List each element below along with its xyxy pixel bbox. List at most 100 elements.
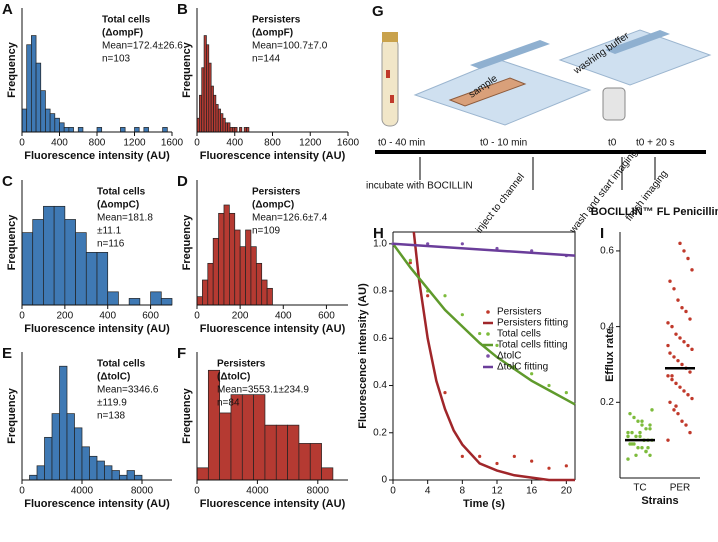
bar: [54, 117, 60, 133]
legend-swatch: [486, 332, 490, 336]
point: [682, 249, 686, 253]
panel-label: C: [2, 173, 13, 190]
bar: [107, 291, 119, 306]
x-tick-label: 200: [232, 311, 249, 322]
annotation: Mean=172.4±26.6: [102, 41, 183, 52]
bar: [63, 127, 70, 133]
point: [670, 377, 674, 382]
legend-label: Total cells: [497, 329, 541, 340]
time-label: t0 - 10 min: [480, 138, 527, 149]
panel-label: D: [177, 173, 188, 190]
bar: [59, 122, 65, 133]
time-label: t0: [608, 138, 617, 149]
x-tick-label: 0: [194, 486, 200, 497]
bar: [53, 205, 66, 306]
bar: [201, 67, 205, 133]
panel-label: F: [177, 345, 186, 362]
point: [690, 396, 694, 401]
cell-icon: [390, 95, 394, 103]
panel-label: B: [177, 1, 188, 18]
x-axis-label: Strains: [641, 495, 678, 507]
point: [674, 404, 678, 408]
point: [686, 393, 690, 397]
bar: [44, 436, 53, 481]
point: [680, 305, 684, 310]
point: [666, 343, 670, 348]
y-axis-label: Frequency: [181, 41, 193, 98]
bar: [196, 296, 203, 306]
point: [682, 389, 686, 393]
channel: [470, 40, 550, 69]
bar: [255, 262, 263, 306]
x-tick-label: 0: [194, 311, 200, 322]
step-label: incubate with BOCILLIN: [366, 181, 473, 192]
point: [684, 423, 688, 427]
point: [495, 461, 499, 466]
point: [630, 430, 634, 435]
objective: [602, 87, 626, 121]
point: [478, 454, 482, 458]
point: [690, 268, 694, 272]
point: [408, 258, 412, 262]
bar: [218, 212, 225, 306]
point: [632, 415, 636, 420]
point: [636, 419, 640, 423]
point: [638, 434, 642, 439]
chip: [558, 29, 712, 86]
point: [666, 321, 670, 325]
x-tick-label: 8: [460, 486, 466, 497]
point: [460, 313, 464, 317]
bar: [128, 298, 141, 306]
point: [648, 423, 652, 427]
point: [648, 453, 652, 457]
annotation: (ΔtolC): [97, 372, 130, 383]
bar: [206, 44, 210, 133]
x-tick-label: 20: [561, 486, 573, 497]
y-axis-label: Frequency: [6, 41, 18, 98]
point: [676, 358, 680, 363]
y-tick-label: 0.2: [373, 427, 387, 438]
bar: [36, 465, 45, 481]
x-axis-label: Fluorescence intensity (AU): [200, 498, 346, 510]
bar: [126, 470, 135, 481]
point: [547, 466, 551, 470]
annotation: n=144: [252, 54, 281, 65]
y-axis-label: Frequency: [6, 214, 18, 271]
bar: [160, 298, 173, 306]
y-tick-label: 1.0: [373, 238, 387, 249]
annotation: n=84: [217, 398, 240, 409]
bar: [275, 424, 288, 481]
bar: [21, 232, 34, 306]
x-axis-label: Fluorescence intensity (AU): [24, 498, 170, 510]
x-axis-label: Time (s): [463, 498, 505, 510]
point: [678, 385, 682, 389]
x-tick-label: TC: [633, 483, 646, 494]
x-tick-label: 8000: [131, 486, 154, 497]
point: [530, 372, 534, 376]
panel-label: I: [600, 225, 604, 242]
annotation: Total cells: [102, 15, 151, 26]
channel: [448, 77, 527, 107]
annotation: Mean=3553.1±234.9: [217, 385, 309, 396]
point: [666, 438, 670, 442]
point: [688, 430, 692, 435]
point: [684, 309, 688, 314]
annotation: (ΔompF): [102, 28, 143, 39]
annotation: (ΔompF): [252, 28, 293, 39]
time-label: t0 + 20 s: [636, 138, 675, 149]
point: [564, 464, 568, 468]
point: [674, 381, 678, 386]
annotation: (ΔompC): [97, 200, 139, 211]
x-tick-label: 0: [19, 138, 25, 149]
annotation: (ΔtolC): [217, 372, 250, 383]
point: [628, 411, 632, 416]
x-tick-label: 1600: [161, 138, 184, 149]
bar: [45, 108, 51, 133]
point: [648, 427, 652, 431]
point: [640, 423, 644, 427]
point: [443, 294, 447, 298]
point: [495, 343, 499, 347]
bar: [202, 279, 209, 306]
y-axis-label: Frequency: [181, 387, 193, 444]
